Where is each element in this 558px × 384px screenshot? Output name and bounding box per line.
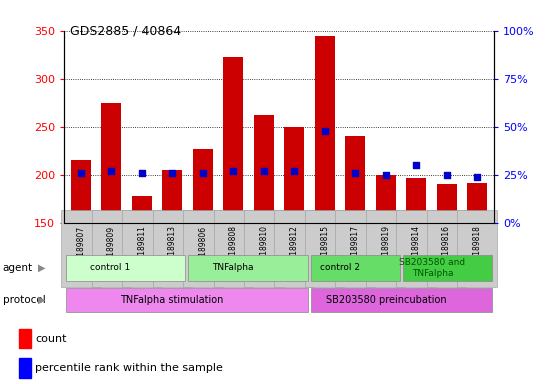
Bar — [403, 255, 492, 281]
Text: GSM189813: GSM189813 — [168, 225, 177, 271]
Bar — [406, 178, 426, 223]
Point — [473, 174, 482, 180]
Text: GSM189810: GSM189810 — [259, 225, 268, 271]
Text: GSM189815: GSM189815 — [320, 225, 329, 271]
Point — [290, 168, 299, 174]
Text: GSM189814: GSM189814 — [412, 225, 421, 271]
Bar — [193, 149, 213, 223]
Bar — [345, 136, 365, 223]
Text: TNFalpha stimulation: TNFalpha stimulation — [120, 295, 223, 305]
Bar — [437, 184, 456, 223]
Text: GSM189819: GSM189819 — [381, 225, 390, 271]
Text: GSM189809: GSM189809 — [107, 225, 116, 271]
Point — [381, 172, 390, 178]
Bar — [376, 175, 396, 223]
Text: GSM189812: GSM189812 — [290, 225, 299, 271]
Bar — [254, 115, 273, 223]
Text: GDS2885 / 40864: GDS2885 / 40864 — [70, 25, 181, 38]
Text: agent: agent — [3, 263, 33, 273]
Text: GSM189807: GSM189807 — [76, 225, 85, 271]
Text: SB203580 and
TNFalpha: SB203580 and TNFalpha — [400, 258, 465, 278]
Text: GSM189808: GSM189808 — [229, 225, 238, 271]
Bar — [66, 288, 308, 312]
Bar — [66, 255, 185, 281]
Bar — [162, 170, 182, 223]
Text: percentile rank within the sample: percentile rank within the sample — [35, 363, 223, 373]
Point — [107, 168, 116, 174]
Text: protocol: protocol — [3, 295, 46, 305]
Text: GSM189817: GSM189817 — [350, 225, 360, 271]
Point — [229, 168, 238, 174]
Text: count: count — [35, 334, 67, 344]
Text: SB203580 preincubation: SB203580 preincubation — [326, 295, 447, 305]
Point — [168, 170, 177, 176]
Text: GSM189811: GSM189811 — [137, 225, 146, 271]
Point — [412, 162, 421, 168]
Text: GSM189818: GSM189818 — [473, 225, 482, 271]
Point — [442, 172, 451, 178]
Point — [320, 127, 329, 134]
Bar — [315, 36, 335, 223]
Point — [76, 170, 85, 176]
Bar — [285, 127, 304, 223]
Text: GSM189816: GSM189816 — [442, 225, 451, 271]
Bar — [71, 161, 91, 223]
Bar — [20, 329, 31, 348]
Text: GSM189806: GSM189806 — [198, 225, 208, 271]
Text: ▶: ▶ — [38, 295, 45, 305]
Bar — [102, 103, 121, 223]
Bar — [467, 184, 487, 223]
Text: TNFalpha: TNFalpha — [212, 263, 254, 272]
Text: control 1: control 1 — [90, 263, 130, 272]
Bar — [311, 288, 492, 312]
Bar — [311, 255, 400, 281]
Point — [259, 168, 268, 174]
Text: ▶: ▶ — [38, 263, 45, 273]
Bar — [189, 255, 308, 281]
Point — [351, 170, 360, 176]
Text: control 2: control 2 — [320, 263, 360, 272]
Point — [198, 170, 207, 176]
Bar — [223, 56, 243, 223]
Bar — [20, 358, 31, 378]
Point — [137, 170, 146, 176]
Bar — [132, 196, 152, 223]
